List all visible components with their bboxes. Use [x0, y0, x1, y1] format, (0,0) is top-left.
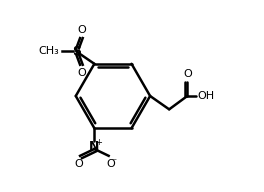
Text: O: O: [74, 159, 83, 169]
Text: ⁻: ⁻: [112, 158, 117, 168]
Text: +: +: [95, 138, 102, 147]
Text: O: O: [106, 159, 115, 169]
Text: O: O: [77, 68, 86, 78]
Text: OH: OH: [198, 91, 215, 101]
Text: S: S: [72, 45, 81, 58]
Text: O: O: [183, 70, 192, 79]
Text: N: N: [89, 140, 100, 153]
Text: CH₃: CH₃: [38, 46, 59, 56]
Text: O: O: [77, 25, 86, 35]
